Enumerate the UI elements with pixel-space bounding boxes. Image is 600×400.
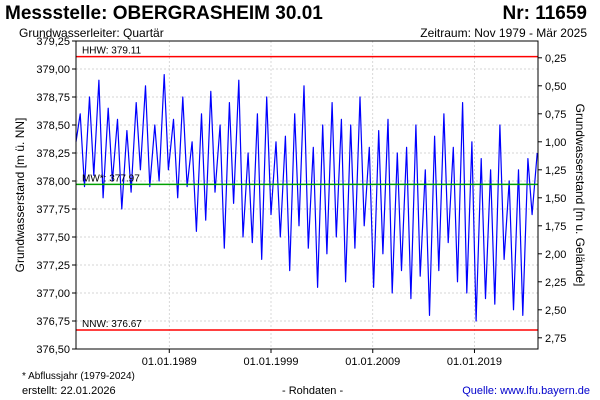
groundwater-series-line <box>75 73 538 322</box>
page-title: Messstelle: OBERGRASHEIM 30.01 <box>5 3 323 24</box>
y2-tick-label: 2,00 <box>545 249 566 261</box>
y-tick-label: 377,25 <box>36 260 70 272</box>
reference-line-label: NNW: 376.67 <box>82 319 142 330</box>
footnote: * Abflussjahr (1979-2024) <box>22 371 135 382</box>
y2-tick-label: 1,50 <box>545 193 566 205</box>
y-tick-label: 377,00 <box>36 288 70 300</box>
y-tick-label: 377,75 <box>36 204 70 216</box>
y-tick-label: 378,25 <box>36 148 70 160</box>
created-date: erstellt: 22.01.2026 <box>22 385 116 397</box>
y-tick-label: 376,75 <box>36 316 70 328</box>
y2-tick-label: 1,00 <box>545 137 566 149</box>
y2-tick-label: 1,75 <box>545 221 566 233</box>
x-tick-label: 01.01.1999 <box>243 356 298 368</box>
y-tick-label: 378,00 <box>36 176 70 188</box>
x-tick-label: 01.01.1989 <box>142 356 197 368</box>
y2-tick-label: 2,50 <box>545 305 566 317</box>
x-tick-label: 01.01.2019 <box>447 356 502 368</box>
y2-tick-label: 2,75 <box>545 333 566 345</box>
x-tick-label: 01.01.2009 <box>345 356 400 368</box>
y2-tick-label: 0,75 <box>545 109 566 121</box>
source-link[interactable]: Quelle: www.lfu.bayern.de <box>462 385 590 397</box>
y-tick-label: 379,00 <box>36 64 70 76</box>
y2-tick-label: 0,50 <box>545 81 566 93</box>
y-tick-label: 378,50 <box>36 120 70 132</box>
aquifer-label: Grundwasserleiter: Quartär <box>19 26 164 40</box>
y-tick-label: 377,50 <box>36 232 70 244</box>
y2-tick-label: 1,25 <box>545 165 566 177</box>
ticks: 376,50 376,75 377,00 377,25 377,50 377,75 378,… <box>36 36 566 368</box>
reference-lines: HHW: 379.11 MW*: 377.97 NNW: 376.67 <box>76 46 538 331</box>
y2-tick-label: 2,25 <box>545 277 566 289</box>
y-tick-label: 379,25 <box>36 36 70 48</box>
y-tick-label: 378,75 <box>36 92 70 104</box>
period-label: Zeitraum: Nov 1979 - Mär 2025 <box>420 26 587 40</box>
series-layer <box>75 73 538 322</box>
station-number: Nr: 11659 <box>502 3 587 24</box>
reference-line-label: MW*: 377.97 <box>82 173 140 184</box>
y-axis-label: Grundwasserstand [m ü. NN] <box>13 118 27 273</box>
y-tick-label: 376,50 <box>36 344 70 356</box>
y2-tick-label: 0,25 <box>545 53 566 65</box>
grid <box>76 40 538 350</box>
reference-line-label: HHW: 379.11 <box>82 46 142 57</box>
plot-frame <box>75 40 539 350</box>
y2-axis-label: Grundwasserstand [m u. Gelände] <box>573 104 587 287</box>
raw-data-label: - Rohdaten - <box>282 385 344 397</box>
